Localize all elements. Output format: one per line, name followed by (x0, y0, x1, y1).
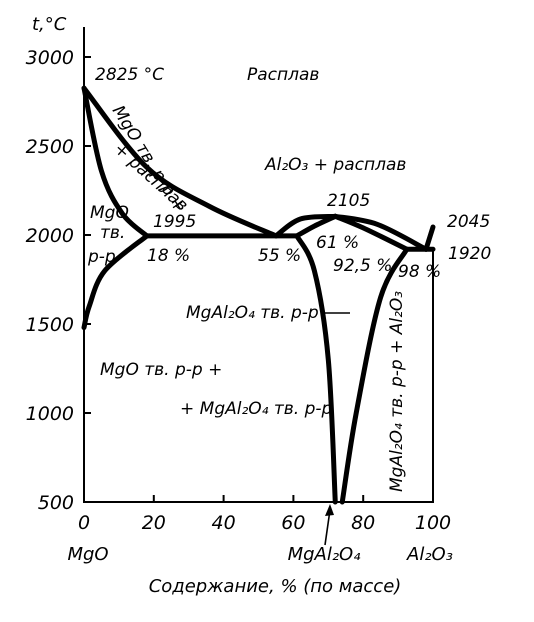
tick-labels: 500 1000 1500 2000 2500 3000 0 20 40 60 80 100 (26, 47, 451, 534)
component-mgal2o4: MgAl₂O₄ (288, 544, 362, 565)
solvus-mgo (81, 233, 150, 331)
region-spinel-al2o3: MgAl₂O₄ тв. р-р + Al₂O₃ (387, 291, 407, 492)
region-two-phase-line1: MgO тв. р-р + (100, 360, 222, 380)
x-tick-label: 20 (142, 512, 166, 534)
x-tick-label: 100 (415, 512, 451, 534)
label-1920: 1920 (448, 244, 491, 264)
region-mgo-ss-line3: р-р (87, 247, 116, 267)
y-tick-label: 3000 (26, 47, 74, 69)
y-tick-label: 500 (38, 492, 74, 514)
x-tick-label: 40 (212, 512, 236, 534)
component-al2o3: Al₂O₃ (406, 544, 453, 565)
phase-boundaries (81, 85, 436, 505)
solvus-spinel-left (294, 233, 338, 505)
region-mgo-ss-line1: MgO (90, 203, 129, 223)
label-92-5-percent: 92,5 % (333, 256, 392, 276)
x-tick-label: 0 (78, 512, 90, 534)
liquidus-spinel-left (273, 213, 338, 239)
x-tick-label: 60 (281, 512, 305, 534)
label-2825: 2825 °C (95, 65, 164, 85)
x-axis-title: Содержание, % (по массе) (149, 576, 402, 597)
region-spinel-ss: MgAl₂O₄ тв. р-р (186, 303, 319, 323)
spinel-arrowhead (325, 504, 334, 516)
label-1995: 1995 (153, 212, 196, 232)
diagram-labels: t,°C Содержание, % (по массе) MgO MgAl₂O₄ Al… (32, 14, 491, 597)
label-55-percent: 55 % (258, 246, 301, 266)
y-axis-title: t,°C (32, 14, 67, 35)
y-tick-label: 2500 (26, 136, 74, 158)
x-tick-label: 80 (351, 512, 375, 534)
label-18-percent: 18 % (147, 246, 190, 266)
solidus-mgo-side (81, 85, 150, 239)
component-mgo: MgO (67, 544, 108, 565)
label-2045: 2045 (447, 212, 490, 232)
solvus-spinel-right (339, 246, 410, 505)
y-tick-label: 1500 (26, 314, 74, 336)
spinel-arrow (324, 509, 331, 546)
liquidus-al2o3 (423, 224, 436, 252)
label-61-percent: 61 % (316, 233, 359, 253)
solidus-spinel-right (332, 213, 410, 252)
plot-frame (83, 27, 434, 503)
region-mgo-ss-line2: тв. (100, 223, 125, 243)
label-98-percent: 98 % (398, 262, 441, 282)
solidus-spinel-left (294, 213, 338, 239)
region-two-phase-line2: + MgAl₂O₄ тв. р-р (180, 399, 333, 419)
y-tick-label: 1000 (26, 403, 74, 425)
label-2105: 2105 (327, 191, 370, 211)
axes (83, 27, 434, 546)
liquidus-mgo-side (81, 85, 279, 239)
y-tick-label: 2000 (26, 225, 74, 247)
region-melt: Расплав (247, 65, 319, 85)
region-al2o3-melt: Al₂O₃ + расплав (264, 155, 406, 175)
